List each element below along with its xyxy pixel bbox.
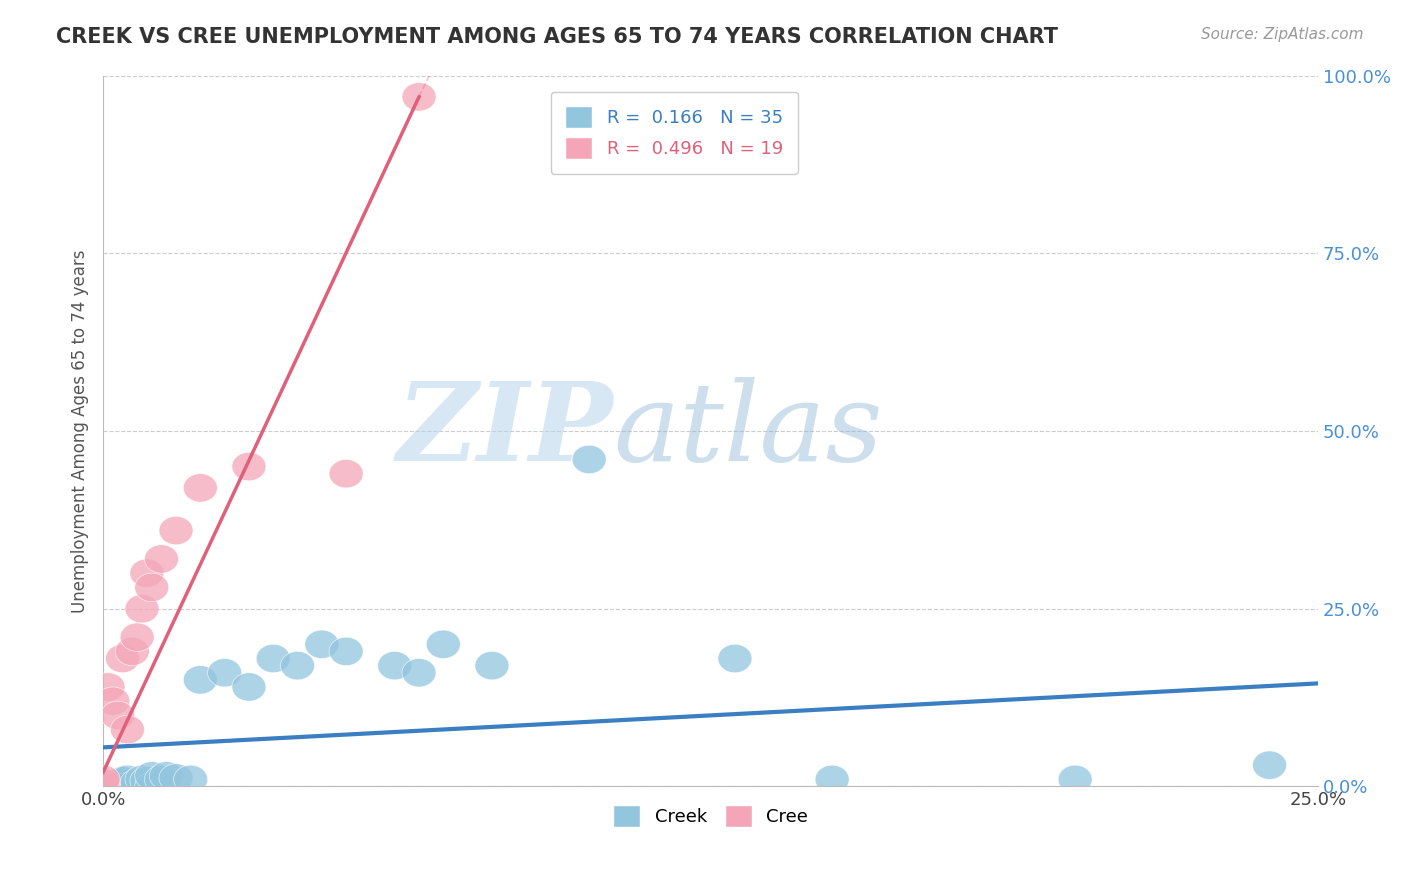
Ellipse shape xyxy=(111,772,145,801)
Ellipse shape xyxy=(256,644,290,673)
Ellipse shape xyxy=(426,630,460,658)
Y-axis label: Unemployment Among Ages 65 to 74 years: Unemployment Among Ages 65 to 74 years xyxy=(72,249,89,613)
Ellipse shape xyxy=(91,673,125,701)
Ellipse shape xyxy=(149,762,183,790)
Ellipse shape xyxy=(305,630,339,658)
Ellipse shape xyxy=(120,623,155,651)
Ellipse shape xyxy=(86,765,120,794)
Ellipse shape xyxy=(572,445,606,474)
Ellipse shape xyxy=(115,637,149,665)
Ellipse shape xyxy=(125,595,159,623)
Ellipse shape xyxy=(1059,765,1092,794)
Text: CREEK VS CREE UNEMPLOYMENT AMONG AGES 65 TO 74 YEARS CORRELATION CHART: CREEK VS CREE UNEMPLOYMENT AMONG AGES 65… xyxy=(56,27,1059,46)
Ellipse shape xyxy=(129,559,165,588)
Ellipse shape xyxy=(718,644,752,673)
Text: ZIP: ZIP xyxy=(396,377,613,484)
Ellipse shape xyxy=(86,769,120,797)
Ellipse shape xyxy=(120,769,155,797)
Ellipse shape xyxy=(145,545,179,574)
Ellipse shape xyxy=(145,765,179,794)
Ellipse shape xyxy=(129,766,165,795)
Ellipse shape xyxy=(135,574,169,601)
Ellipse shape xyxy=(96,687,129,715)
Ellipse shape xyxy=(329,637,363,665)
Ellipse shape xyxy=(183,474,218,502)
Ellipse shape xyxy=(135,772,169,801)
Ellipse shape xyxy=(135,762,169,790)
Ellipse shape xyxy=(815,765,849,794)
Ellipse shape xyxy=(281,651,315,680)
Ellipse shape xyxy=(183,665,218,694)
Ellipse shape xyxy=(105,644,139,673)
Ellipse shape xyxy=(101,701,135,730)
Ellipse shape xyxy=(208,658,242,687)
Ellipse shape xyxy=(232,452,266,481)
Ellipse shape xyxy=(111,765,145,794)
Ellipse shape xyxy=(86,771,120,799)
Ellipse shape xyxy=(125,765,159,794)
Ellipse shape xyxy=(475,651,509,680)
Text: Source: ZipAtlas.com: Source: ZipAtlas.com xyxy=(1201,27,1364,42)
Ellipse shape xyxy=(86,772,120,801)
Ellipse shape xyxy=(402,658,436,687)
Ellipse shape xyxy=(86,772,120,801)
Text: atlas: atlas xyxy=(613,377,883,484)
Ellipse shape xyxy=(159,764,193,792)
Ellipse shape xyxy=(111,715,145,744)
Ellipse shape xyxy=(402,83,436,112)
Ellipse shape xyxy=(232,673,266,701)
Ellipse shape xyxy=(86,772,120,801)
Ellipse shape xyxy=(329,459,363,488)
Ellipse shape xyxy=(96,772,129,801)
Ellipse shape xyxy=(173,765,208,794)
Ellipse shape xyxy=(105,766,139,795)
Ellipse shape xyxy=(1253,751,1286,780)
Legend: Creek, Cree: Creek, Cree xyxy=(606,797,815,834)
Ellipse shape xyxy=(86,772,120,801)
Ellipse shape xyxy=(86,770,120,798)
Ellipse shape xyxy=(101,769,135,797)
Ellipse shape xyxy=(159,516,193,545)
Ellipse shape xyxy=(378,651,412,680)
